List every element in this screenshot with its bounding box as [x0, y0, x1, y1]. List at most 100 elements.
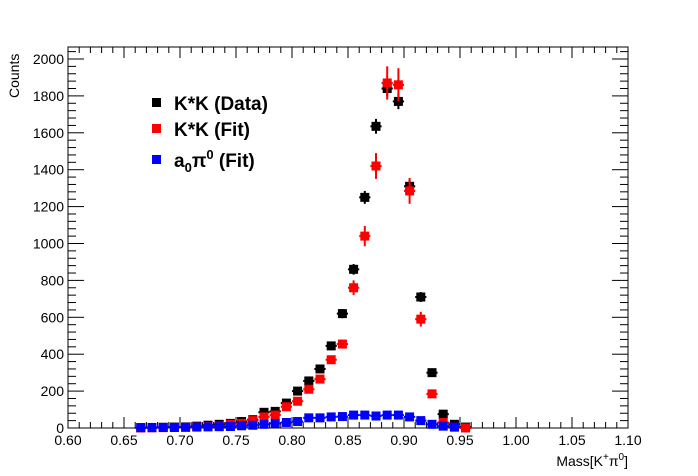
marker: [237, 421, 247, 431]
legend-label-part: π: [192, 151, 207, 172]
x-tick-label: 0.60: [54, 432, 81, 448]
data-point: [157, 422, 169, 432]
data-point: [336, 412, 348, 422]
marker: [416, 314, 426, 324]
data-point: [415, 311, 427, 327]
data-point: [404, 412, 416, 422]
data-point: [359, 225, 371, 247]
data-point: [314, 374, 326, 384]
marker: [371, 121, 381, 131]
legend-marker: [152, 98, 161, 107]
marker: [169, 422, 179, 432]
legend-label-part: 0: [185, 160, 192, 175]
marker: [214, 422, 224, 432]
y-tick-label: 600: [41, 309, 65, 325]
data-point: [381, 66, 393, 100]
x-tick-label: 1.10: [614, 432, 641, 448]
data-point: [224, 422, 236, 432]
y-axis-label: Counts: [6, 54, 22, 98]
marker: [427, 419, 437, 429]
data-point: [437, 409, 449, 419]
data-point: [314, 364, 326, 374]
marker: [349, 264, 359, 274]
data-point: [348, 263, 360, 275]
marker: [270, 418, 280, 428]
legend-label: K*K (Data): [174, 94, 268, 115]
marker: [461, 423, 471, 433]
marker: [337, 412, 347, 422]
marker: [293, 417, 303, 427]
marker: [225, 422, 235, 432]
marker: [382, 410, 392, 420]
marker: [304, 413, 314, 423]
marker: [416, 292, 426, 302]
marker: [393, 410, 403, 420]
marker: [270, 410, 280, 420]
marker: [259, 412, 269, 422]
marker: [293, 386, 303, 396]
marker: [416, 416, 426, 426]
data-point: [370, 411, 382, 421]
data-point: [392, 410, 404, 420]
x-tick-label: 0.65: [110, 432, 137, 448]
data-point: [280, 417, 292, 427]
data-point: [213, 422, 225, 432]
marker: [136, 423, 146, 433]
data-point: [303, 413, 315, 423]
data-marks: [135, 66, 472, 433]
marker: [259, 419, 269, 429]
x-tick-label: 1.05: [558, 432, 585, 448]
data-point: [359, 410, 371, 420]
marker: [203, 422, 213, 432]
x-tick-label: 0.70: [166, 432, 193, 448]
data-point: [437, 421, 449, 431]
x-tick-label: 0.95: [446, 432, 473, 448]
data-point: [325, 412, 337, 422]
legend-label: K*K (Fit): [174, 120, 250, 141]
marker: [326, 341, 336, 351]
data-point: [180, 422, 192, 432]
marker: [349, 283, 359, 293]
marker: [405, 186, 415, 196]
marker: [315, 364, 325, 374]
data-point: [303, 376, 315, 386]
data-point: [202, 422, 214, 432]
marker: [304, 384, 314, 394]
y-tick-label: 2000: [33, 51, 64, 67]
data-point: [325, 341, 337, 351]
data-point: [303, 384, 315, 394]
data-point: [415, 292, 427, 302]
x-tick-label: 0.90: [390, 432, 417, 448]
data-point: [460, 423, 472, 433]
marker: [281, 417, 291, 427]
y-tick-label: 800: [41, 272, 65, 288]
data-point: [247, 420, 259, 430]
legend-marker: [152, 155, 161, 164]
marker: [405, 412, 415, 422]
data-point: [359, 190, 371, 204]
marker: [438, 409, 448, 419]
legend: K*K (Data)K*K (Fit)a0π0 (Fit): [152, 94, 268, 175]
marker: [360, 231, 370, 241]
marker: [248, 420, 258, 430]
data-point: [292, 386, 304, 396]
marker: [449, 422, 459, 432]
y-tick-label: 1400: [33, 162, 64, 178]
data-point: [370, 153, 382, 179]
y-tick-label: 1200: [33, 199, 64, 215]
axis-ticks: 0.60 0.65 0.70 0.75 0.80 0.85 0.90 0.95 1.00 1.05…: [33, 47, 642, 448]
marker: [281, 402, 291, 412]
data-point: [370, 118, 382, 134]
legend-label-part: (Fit): [214, 151, 255, 172]
x-tick-label: 0.85: [334, 432, 361, 448]
marker: [259, 407, 269, 417]
marker: [360, 410, 370, 420]
data-point: [292, 396, 304, 406]
marker: [147, 423, 157, 433]
data-point: [168, 422, 180, 432]
marker: [438, 421, 448, 431]
data-point: [381, 410, 393, 420]
data-point: [426, 389, 438, 399]
marker: [304, 376, 314, 386]
